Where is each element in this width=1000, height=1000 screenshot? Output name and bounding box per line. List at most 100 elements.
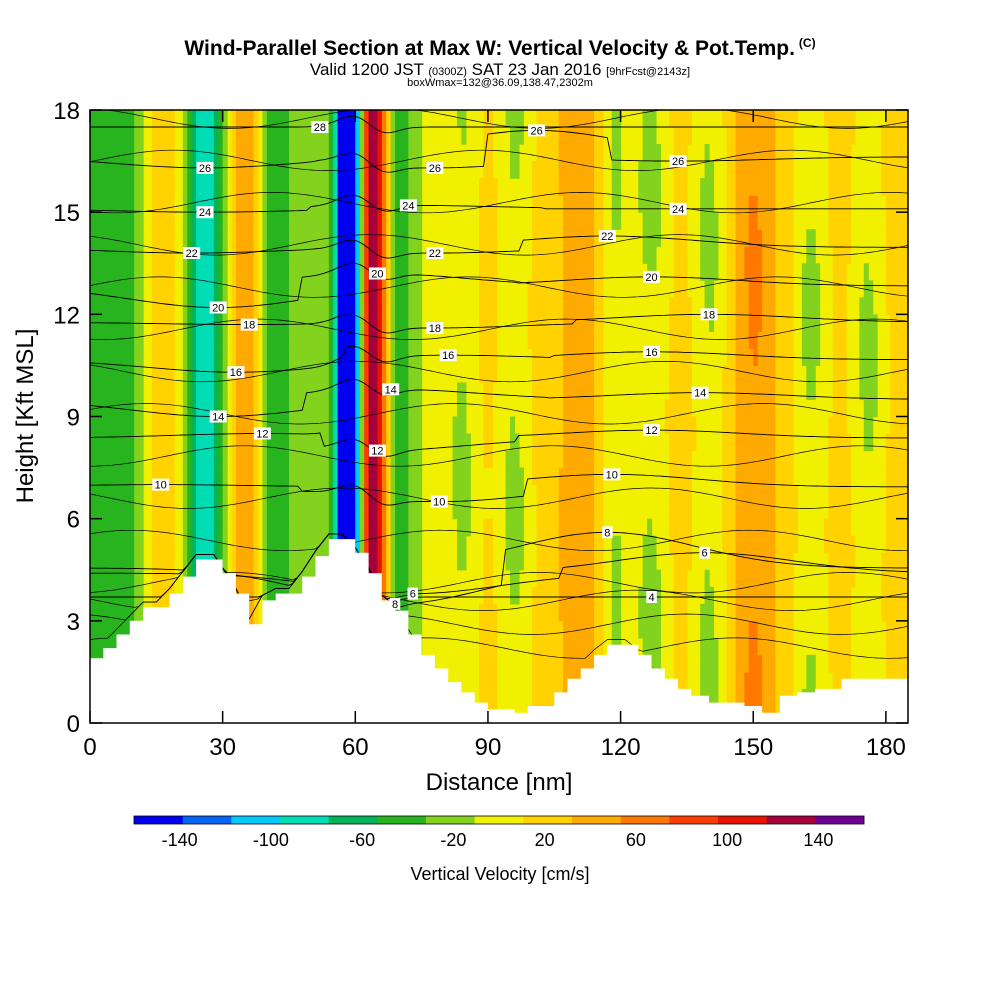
w-cell (368, 535, 374, 554)
w-cell (890, 382, 896, 401)
w-cell (160, 382, 166, 401)
w-cell (165, 569, 171, 588)
w-cell (403, 178, 409, 196)
w-cell (558, 178, 564, 196)
w-cell (536, 229, 542, 247)
w-cell (134, 569, 140, 588)
w-cell (571, 212, 577, 230)
w-cell (757, 637, 763, 656)
w-cell (240, 161, 246, 179)
w-cell (793, 110, 799, 128)
w-cell (399, 586, 405, 605)
w-cell (779, 246, 785, 264)
w-cell (753, 348, 759, 367)
w-cell (275, 365, 281, 384)
w-cell (302, 127, 308, 145)
w-cell (642, 212, 648, 230)
w-cell (682, 450, 688, 469)
contour-label-bg (426, 161, 444, 174)
w-cell (297, 382, 303, 401)
w-cell (673, 399, 679, 418)
w-cell (280, 229, 286, 247)
w-cell (837, 467, 843, 486)
w-cell (333, 195, 339, 213)
w-cell (94, 501, 100, 520)
w-cell (355, 263, 361, 281)
w-cell (541, 467, 547, 486)
w-cell (709, 688, 715, 707)
w-cell (284, 280, 290, 298)
w-cell (841, 654, 847, 673)
w-cell (275, 280, 281, 298)
contour-label-bg (311, 121, 329, 133)
w-cell (266, 195, 272, 213)
w-cell (319, 467, 325, 486)
w-cell (673, 263, 679, 281)
w-cell (372, 552, 378, 571)
w-cell (647, 229, 653, 247)
w-cell (700, 246, 706, 264)
w-cell (815, 348, 821, 367)
w-cell (571, 484, 577, 503)
contour-label: 18 (703, 309, 715, 321)
w-cell (399, 569, 405, 588)
w-cell (589, 212, 595, 230)
w-cell (315, 144, 321, 162)
w-cell (669, 535, 675, 554)
w-cell (815, 331, 821, 349)
w-cell (138, 484, 144, 503)
w-cell (784, 654, 790, 673)
w-cell (456, 484, 463, 503)
w-cell (346, 348, 352, 367)
w-cell (138, 212, 144, 230)
w-cell (585, 331, 591, 349)
w-cell (890, 637, 896, 656)
w-cell (412, 569, 418, 588)
w-cell (359, 195, 365, 213)
w-cell (594, 331, 600, 349)
w-cell (403, 127, 409, 145)
w-cell (545, 467, 551, 486)
w-cell (846, 569, 852, 588)
w-cell (399, 331, 405, 349)
w-cell (333, 263, 339, 281)
w-cell (293, 246, 299, 264)
w-cell (748, 586, 754, 605)
w-cell (899, 144, 905, 162)
w-cell (271, 161, 277, 179)
w-cell (297, 161, 303, 179)
w-cell (770, 280, 776, 298)
w-cell (545, 144, 551, 162)
w-cell (616, 195, 622, 213)
w-cell (182, 450, 188, 469)
w-cell (532, 654, 538, 673)
w-cell (169, 382, 175, 401)
w-cell (306, 127, 312, 145)
w-cell (324, 382, 330, 401)
w-cell (563, 263, 569, 281)
theta-contour-line (90, 529, 908, 552)
w-cell (837, 212, 843, 230)
w-cell (903, 297, 908, 315)
w-cell (125, 620, 131, 639)
w-cell (753, 110, 759, 128)
w-cell (364, 127, 370, 145)
w-cell (297, 552, 303, 571)
w-cell (483, 603, 489, 622)
w-cell (129, 195, 135, 213)
w-cell (890, 569, 896, 588)
w-cell (589, 365, 595, 384)
w-cell (704, 161, 710, 179)
w-cell (541, 212, 547, 230)
w-cell (594, 416, 600, 435)
w-cell (315, 416, 321, 435)
w-cell (594, 620, 600, 639)
w-cell (244, 569, 250, 588)
w-cell (726, 110, 732, 128)
w-cell (704, 637, 710, 656)
w-cell (129, 569, 135, 588)
w-cell (903, 518, 908, 537)
w-cell (306, 416, 312, 435)
w-cell (483, 450, 489, 469)
w-cell (686, 110, 692, 128)
